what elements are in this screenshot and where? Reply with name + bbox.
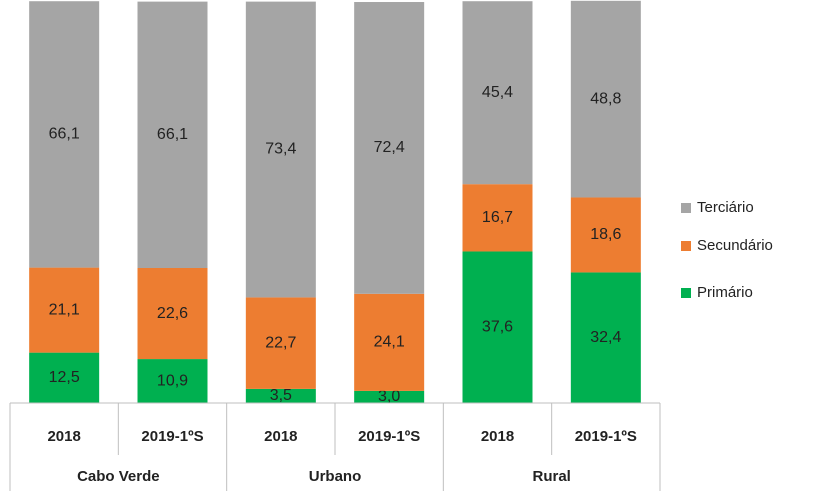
bar-segment: [29, 1, 100, 268]
legend-label: Primário: [697, 284, 753, 301]
legend-label: Secundário: [697, 237, 773, 254]
x-tick-label: 2019-1ºS: [141, 428, 203, 445]
bar-segment: [137, 359, 208, 403]
legend-swatch: [681, 203, 691, 213]
bar-segment: [462, 1, 533, 185]
data-label: 3,0: [378, 388, 400, 405]
data-label: 45,4: [482, 84, 513, 101]
data-label: 10,9: [157, 372, 188, 389]
bar-segment: [137, 1, 208, 268]
x-tick-label: 2019-1ºS: [358, 428, 420, 445]
legend-swatch: [681, 288, 691, 298]
bar-segment: [462, 184, 533, 252]
bar-segment: [462, 251, 533, 403]
data-label: 16,7: [482, 209, 513, 226]
bar-segment: [29, 352, 100, 403]
data-label: 48,8: [590, 90, 621, 107]
group-label: Urbano: [309, 468, 362, 485]
data-label: 24,1: [374, 334, 405, 351]
legend-swatch: [681, 241, 691, 251]
group-label: Cabo Verde: [77, 468, 160, 485]
bar-segment: [245, 1, 316, 298]
bar-segment: [245, 388, 316, 403]
data-label: 72,4: [374, 139, 405, 156]
group-label: Rural: [532, 468, 570, 485]
data-label: 18,6: [590, 226, 621, 243]
bar-segment: [570, 197, 641, 273]
data-label: 22,7: [265, 334, 296, 351]
bar-segment: [570, 272, 641, 403]
bar-segment: [245, 297, 316, 389]
x-tick-label: 2019-1ºS: [575, 428, 637, 445]
bar-segment: [570, 0, 641, 198]
data-label: 12,5: [49, 369, 80, 386]
bar-segment: [354, 293, 425, 391]
legend-label: Terciário: [697, 199, 754, 216]
bar-segment: [354, 390, 425, 403]
bar-segment: [354, 2, 425, 294]
bar-segment: [29, 267, 100, 353]
data-label: 66,1: [157, 126, 188, 143]
data-label: 37,6: [482, 318, 513, 335]
data-label: 22,6: [157, 305, 188, 322]
x-tick-label: 2018: [47, 428, 80, 445]
x-tick-label: 2018: [264, 428, 297, 445]
data-label: 32,4: [590, 329, 621, 346]
bar-segment: [137, 267, 208, 360]
data-label: 3,5: [270, 387, 292, 404]
data-label: 66,1: [49, 126, 80, 143]
data-label: 21,1: [49, 301, 80, 318]
data-label: 73,4: [265, 141, 296, 158]
x-tick-label: 2018: [481, 428, 514, 445]
